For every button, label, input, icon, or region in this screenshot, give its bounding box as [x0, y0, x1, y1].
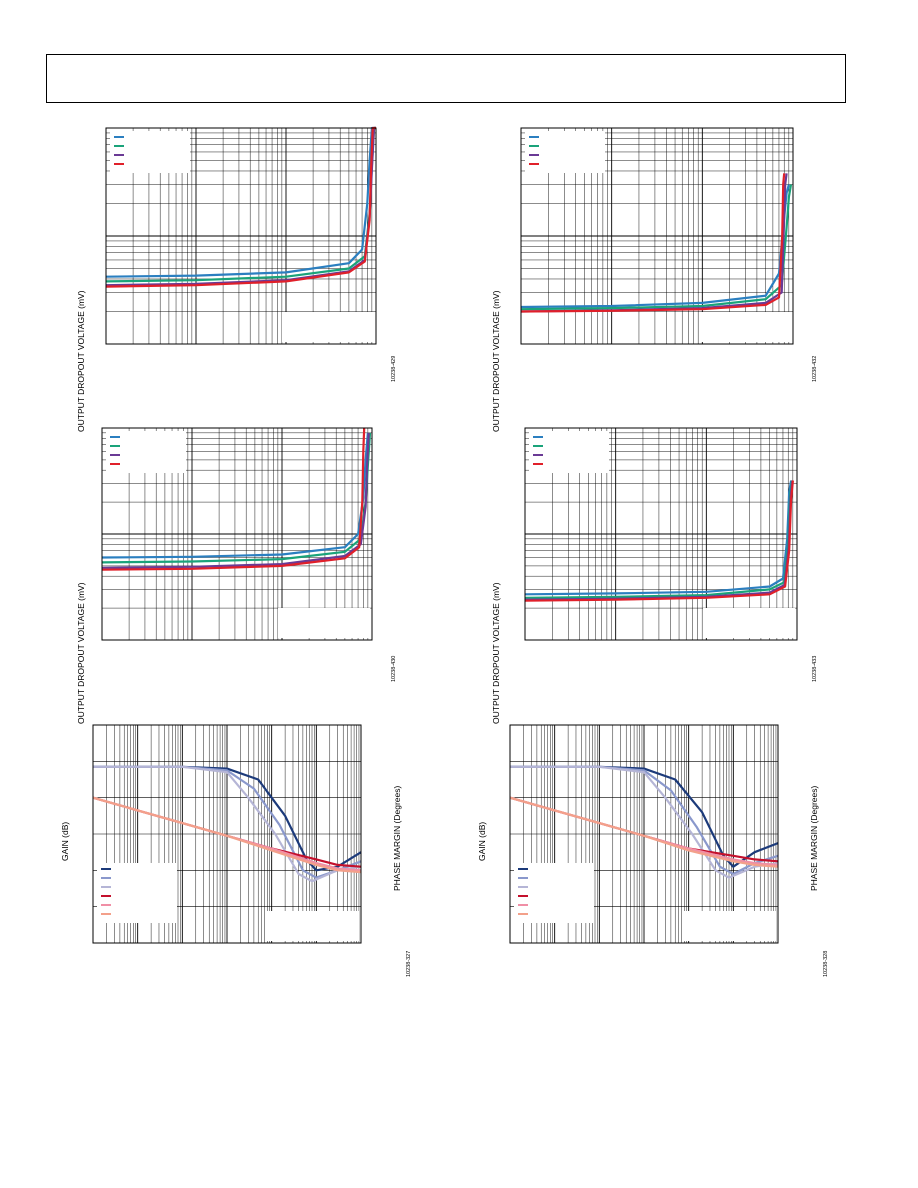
plot-area: [520, 127, 794, 345]
dropout-chart-2-svg: OUTPUT DROPOUT VOLTAGE (mV) 10238-432: [491, 127, 818, 432]
plot-frame: [524, 427, 798, 641]
dropout-chart-3: OUTPUT DROPOUT VOLTAGE (mV) 10238-430: [70, 420, 400, 724]
figure-code: 10238-432: [812, 356, 818, 382]
series-line: [105, 126, 376, 288]
series-line: [510, 765, 779, 879]
phase-axis-label: PHASE MARGIN (Degrees): [809, 786, 819, 891]
series-line: [92, 796, 362, 874]
phase-axis-label: PHASE MARGIN (Degrees): [392, 786, 402, 891]
series-line: [101, 432, 370, 569]
plot-frame: [92, 724, 362, 944]
plot-area: [105, 126, 377, 345]
plot-area: [524, 427, 798, 641]
y-axis-label: OUTPUT DROPOUT VOLTAGE (mV): [491, 290, 501, 432]
series-line: [524, 480, 794, 601]
gain-axis-label: GAIN (dB): [60, 822, 70, 861]
conditions-box: [278, 608, 370, 638]
plot-frame: [105, 127, 377, 345]
conditions-box: [684, 911, 776, 941]
series-line: [524, 480, 793, 596]
dropout-chart-4: OUTPUT DROPOUT VOLTAGE (mV) 10238-433: [485, 420, 825, 724]
conditions-box: [282, 312, 374, 342]
gain-axis-label: GAIN (dB): [477, 822, 487, 861]
series-line: [93, 765, 362, 883]
plot-frame: [520, 127, 794, 345]
conditions-box: [267, 911, 359, 941]
gain-phase-chart-1: GAIN (dB) PHASE MARGIN (Degrees) 10238-3…: [55, 715, 415, 980]
series-line: [520, 184, 793, 311]
gain-phase-chart-2-svg: GAIN (dB) PHASE MARGIN (Degrees) 10238-3…: [477, 724, 829, 977]
plot-area: [101, 427, 373, 641]
figure-code: 10238-433: [812, 656, 818, 682]
series-line: [520, 173, 786, 313]
plot-area: [509, 724, 779, 944]
figure-code: 10238-429: [391, 356, 397, 382]
series-line: [524, 480, 794, 602]
series-line: [509, 796, 779, 868]
figure-code: 10238-327: [406, 951, 412, 977]
dropout-chart-3-svg: OUTPUT DROPOUT VOLTAGE (mV) 10238-430: [76, 427, 397, 724]
series-line: [520, 184, 790, 309]
figure-code: 10238-430: [391, 656, 397, 682]
series-line: [524, 480, 794, 599]
header-box: [46, 54, 846, 103]
dropout-chart-4-svg: OUTPUT DROPOUT VOLTAGE (mV) 10238-433: [491, 427, 818, 724]
y-axis-label: OUTPUT DROPOUT VOLTAGE (mV): [491, 582, 501, 724]
dropout-chart-1: OUTPUT DROPOUT VOLTAGE (mV) 10238-429: [70, 120, 400, 432]
series-line: [520, 173, 788, 313]
series-line: [101, 427, 366, 571]
plot-frame: [101, 427, 373, 641]
series-line: [101, 432, 369, 559]
conditions-box: [699, 312, 791, 342]
conditions-box: [703, 608, 795, 638]
plot-area: [92, 724, 362, 944]
plot-frame: [509, 724, 779, 944]
dropout-chart-1-svg: OUTPUT DROPOUT VOLTAGE (mV) 10238-429: [76, 126, 397, 432]
series-line: [105, 126, 376, 278]
y-axis-label: OUTPUT DROPOUT VOLTAGE (mV): [76, 290, 86, 432]
gain-phase-chart-1-svg: GAIN (dB) PHASE MARGIN (Degrees) 10238-3…: [60, 724, 412, 977]
figure-code: 10238-328: [823, 951, 829, 977]
dropout-chart-2: OUTPUT DROPOUT VOLTAGE (mV) 10238-432: [485, 120, 825, 432]
y-axis-label: OUTPUT DROPOUT VOLTAGE (mV): [76, 582, 86, 724]
gain-phase-chart-2: GAIN (dB) PHASE MARGIN (Degrees) 10238-3…: [472, 715, 832, 980]
